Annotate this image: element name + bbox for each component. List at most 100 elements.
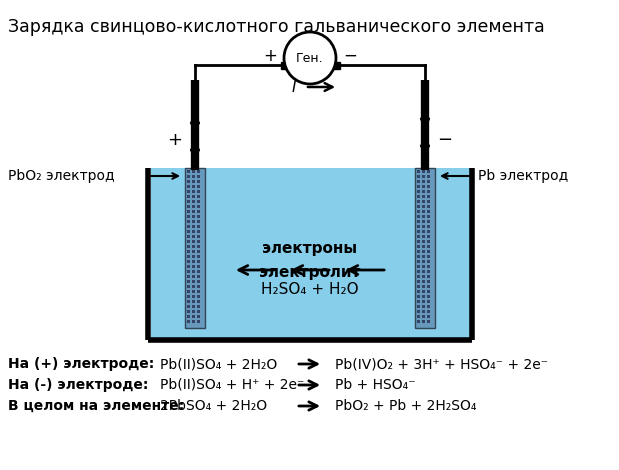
Bar (422, 320, 425, 323)
Bar (187, 200, 190, 203)
Bar (417, 280, 420, 283)
Bar (187, 275, 190, 278)
Bar (192, 285, 195, 288)
Bar (417, 230, 420, 233)
Bar (417, 310, 420, 313)
Bar (187, 210, 190, 213)
Bar (187, 175, 190, 178)
Bar (192, 205, 195, 208)
Bar (187, 255, 190, 258)
Bar (422, 275, 425, 278)
Bar (192, 260, 195, 263)
Bar (427, 260, 430, 263)
Bar (192, 300, 195, 303)
Bar (197, 215, 200, 218)
Bar (197, 230, 200, 233)
Bar (417, 235, 420, 238)
Text: −: − (438, 131, 452, 149)
Bar (187, 320, 190, 323)
Bar (192, 275, 195, 278)
Bar (197, 280, 200, 283)
Text: Pb(II)SO₄ + 2H₂O: Pb(II)SO₄ + 2H₂O (160, 357, 277, 371)
Text: Pb(IV)O₂ + 3H⁺ + HSO₄⁻ + 2e⁻: Pb(IV)O₂ + 3H⁺ + HSO₄⁻ + 2e⁻ (335, 357, 548, 371)
Bar (197, 190, 200, 193)
Bar (187, 180, 190, 183)
Bar (187, 265, 190, 268)
Bar (427, 210, 430, 213)
Bar (197, 235, 200, 238)
Bar (427, 240, 430, 243)
Bar (197, 265, 200, 268)
Bar (187, 290, 190, 293)
Bar (192, 220, 195, 223)
Bar (197, 320, 200, 323)
Bar (422, 290, 425, 293)
Bar (417, 290, 420, 293)
Bar (427, 230, 430, 233)
Bar (417, 200, 420, 203)
Bar (187, 270, 190, 273)
Bar (422, 175, 425, 178)
Bar (427, 290, 430, 293)
Bar (422, 225, 425, 228)
Bar (197, 225, 200, 228)
Bar (197, 180, 200, 183)
Bar (192, 280, 195, 283)
Bar (187, 280, 190, 283)
Bar (417, 315, 420, 318)
Bar (417, 225, 420, 228)
Bar (427, 225, 430, 228)
Bar (427, 310, 430, 313)
Bar (197, 255, 200, 258)
Bar (422, 190, 425, 193)
Bar (427, 175, 430, 178)
Bar (192, 240, 195, 243)
Bar (427, 205, 430, 208)
Text: H₂SO₄ + H₂O: H₂SO₄ + H₂O (261, 282, 359, 298)
Bar (187, 315, 190, 318)
Bar (417, 205, 420, 208)
Bar (197, 250, 200, 253)
Bar (417, 220, 420, 223)
Bar (427, 315, 430, 318)
Bar (192, 265, 195, 268)
Bar (197, 175, 200, 178)
Bar (192, 190, 195, 193)
Text: Pb(II)SO₄ + H⁺ + 2e⁻: Pb(II)SO₄ + H⁺ + 2e⁻ (160, 378, 305, 392)
Bar (192, 180, 195, 183)
Bar (422, 295, 425, 298)
Bar (192, 175, 195, 178)
Bar (427, 265, 430, 268)
Bar (417, 175, 420, 178)
Text: +: + (263, 47, 277, 65)
Bar (422, 245, 425, 248)
Bar (151, 168, 470, 340)
Bar (187, 235, 190, 238)
Text: В целом на элементе:: В целом на элементе: (8, 399, 184, 413)
Bar (187, 300, 190, 303)
Bar (422, 260, 425, 263)
Bar (427, 235, 430, 238)
Bar (422, 315, 425, 318)
Bar (422, 285, 425, 288)
Bar (422, 210, 425, 213)
Bar (427, 195, 430, 198)
Bar (187, 190, 190, 193)
Bar (417, 270, 420, 273)
Bar (417, 180, 420, 183)
Bar (427, 255, 430, 258)
Bar (427, 180, 430, 183)
Text: На (+) электроде:: На (+) электроде: (8, 357, 154, 371)
Bar (417, 250, 420, 253)
Bar (187, 250, 190, 253)
Bar (422, 305, 425, 308)
Bar (192, 195, 195, 198)
Bar (187, 230, 190, 233)
Bar (187, 195, 190, 198)
Bar (192, 215, 195, 218)
Bar (197, 240, 200, 243)
Bar (417, 275, 420, 278)
Bar (197, 305, 200, 308)
Bar (427, 170, 430, 173)
Text: PbO₂ электрод: PbO₂ электрод (8, 169, 115, 183)
